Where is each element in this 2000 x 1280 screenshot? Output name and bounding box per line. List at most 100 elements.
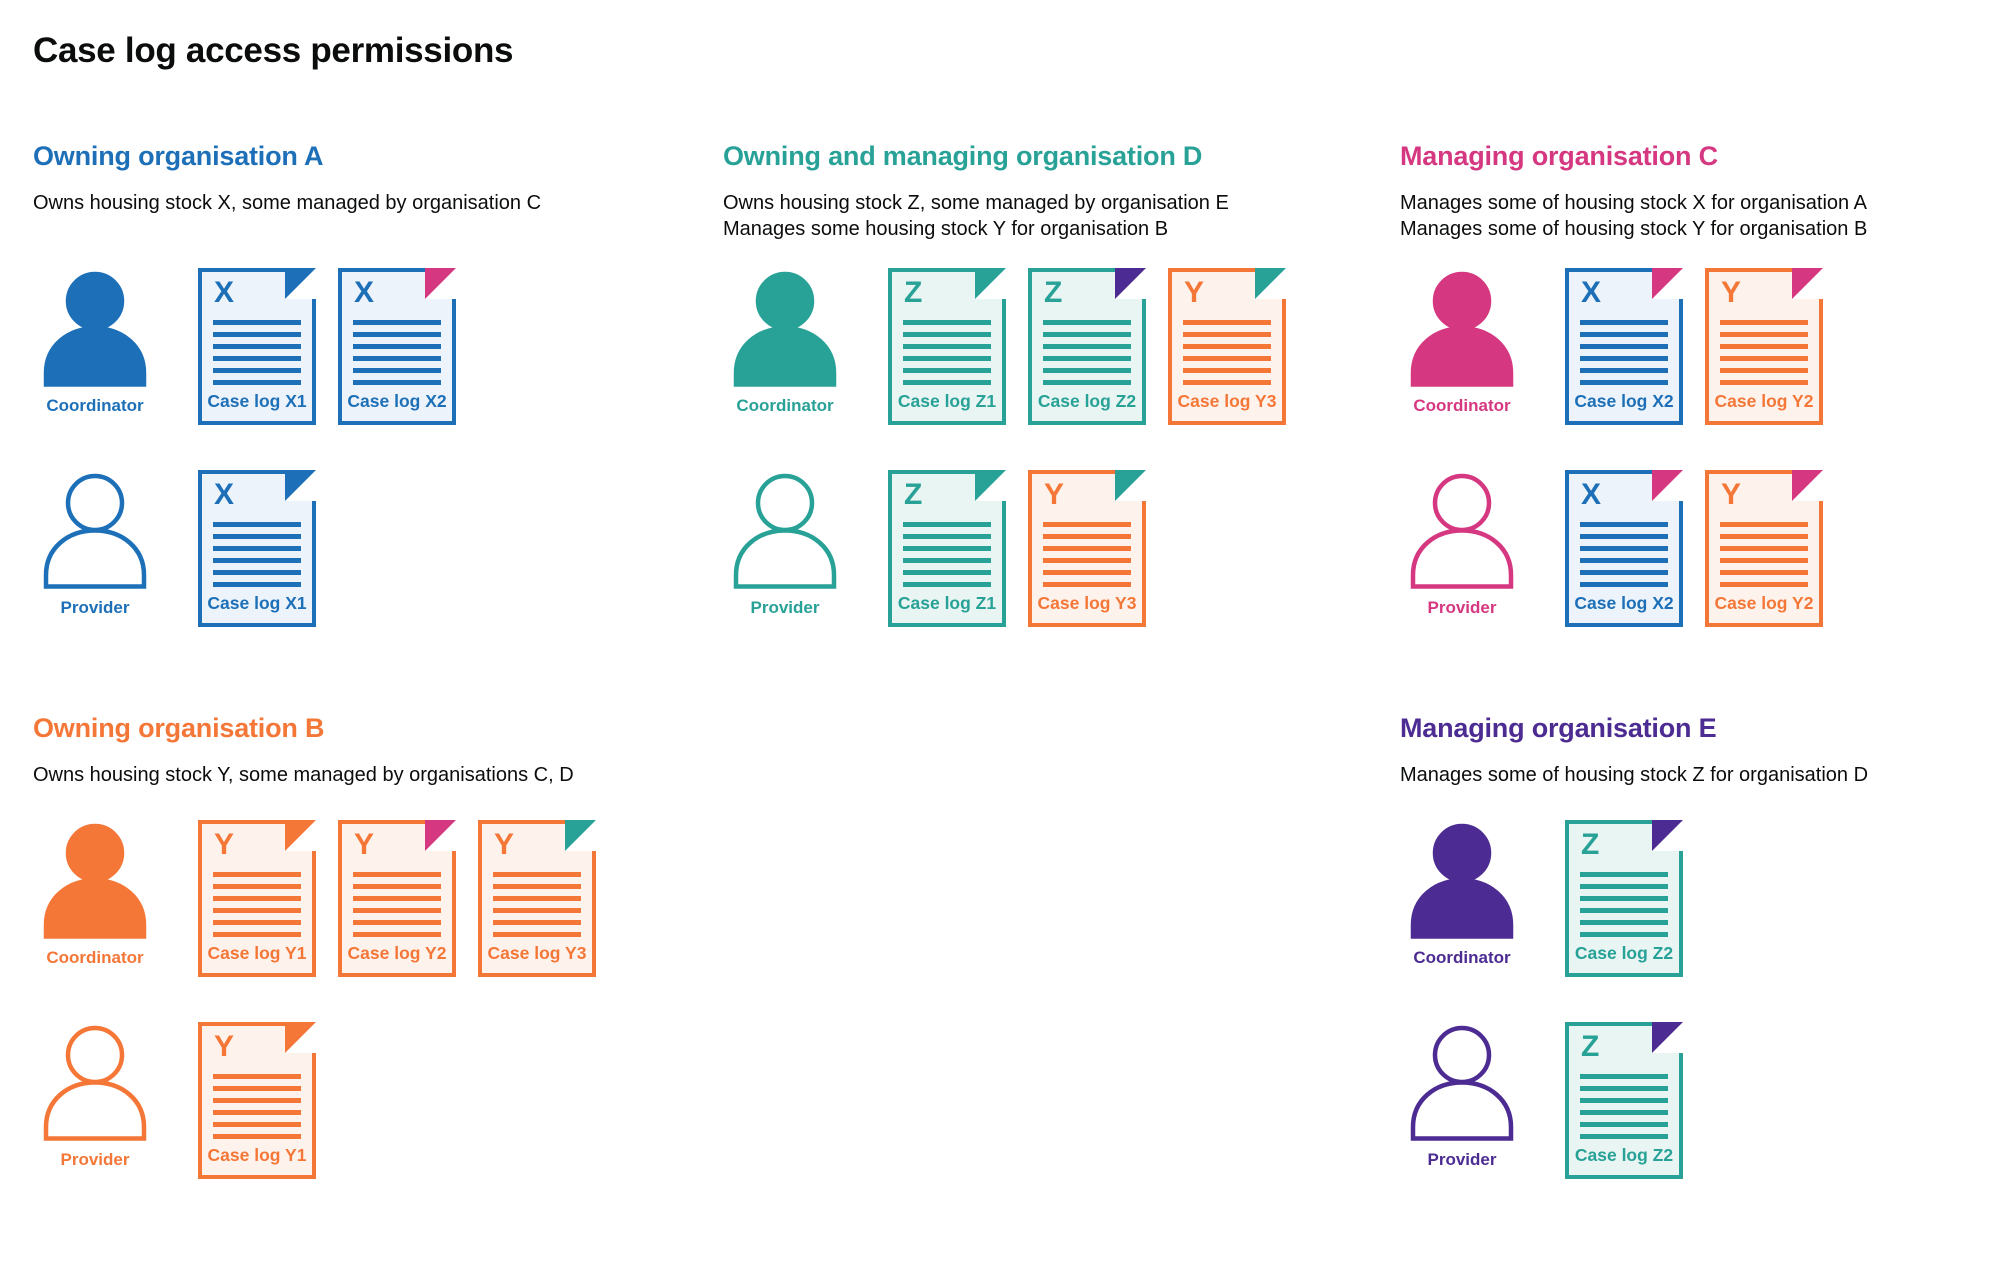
coordinator-row: Coordinator Z Case log Z1 Z Case log Z2 … bbox=[723, 268, 1363, 438]
stock-letter: Y bbox=[1044, 478, 1065, 511]
provider-row: Provider Z Case log Z1 Y Case log Y3 bbox=[723, 470, 1363, 640]
case-log-y1-document: Y Case log Y1 bbox=[198, 1022, 316, 1179]
stock-letter: Y bbox=[354, 828, 375, 861]
document-text-lines-icon bbox=[213, 522, 301, 594]
case-log-x2-document: X Case log X2 bbox=[338, 268, 456, 425]
folded-corner-icon bbox=[565, 820, 596, 851]
coordinator: Coordinator bbox=[727, 270, 843, 416]
stock-letter: Z bbox=[904, 478, 923, 511]
coordinator-person-icon bbox=[1410, 270, 1514, 387]
provider: Provider bbox=[727, 472, 843, 618]
stock-letter: X bbox=[354, 276, 375, 309]
role-label: Provider bbox=[1427, 598, 1497, 617]
case-log-x2-document: X Case log X2 bbox=[1565, 268, 1683, 425]
section-owning-organisation-a: Owning organisation A Owns housing stock… bbox=[33, 140, 673, 627]
folded-corner-icon bbox=[1115, 268, 1146, 299]
document-text-lines-icon bbox=[903, 320, 991, 392]
coordinator-case-logs: X Case log X2 Y Case log Y2 bbox=[1565, 268, 1823, 425]
document-text-lines-icon bbox=[1720, 320, 1808, 392]
coordinator-person-icon bbox=[43, 822, 147, 939]
stock-letter: X bbox=[214, 478, 235, 511]
provider: Provider bbox=[1404, 1024, 1520, 1170]
case-log-label: Case log Y2 bbox=[347, 943, 447, 963]
section-description: Owns housing stock X, some managed by or… bbox=[33, 192, 542, 214]
case-log-z2-document: Z Case log Z2 bbox=[1565, 1022, 1683, 1179]
case-log-y3-document: Y Case log Y3 bbox=[478, 820, 596, 977]
provider-case-logs: Z Case log Z2 bbox=[1565, 1022, 1683, 1179]
case-log-label: Case log Y3 bbox=[1177, 391, 1277, 411]
provider-row: Provider X Case log X1 bbox=[33, 470, 673, 640]
folded-corner-icon bbox=[1792, 470, 1823, 501]
folded-corner-icon bbox=[285, 268, 316, 299]
section-description: Manages some of housing stock Z for orga… bbox=[1400, 764, 1869, 786]
coordinator-case-logs: Z Case log Z2 bbox=[1565, 820, 1683, 977]
case-log-z1-document: Z Case log Z1 bbox=[888, 470, 1006, 627]
coordinator-row: Coordinator X Case log X1 X Case log X2 bbox=[33, 268, 673, 438]
coordinator-row: Coordinator Z Case log Z2 bbox=[1400, 820, 2000, 990]
case-log-label: Case log X1 bbox=[207, 391, 307, 411]
stock-letter: Y bbox=[1721, 276, 1742, 309]
document-text-lines-icon bbox=[903, 522, 991, 594]
folded-corner-icon bbox=[975, 268, 1006, 299]
case-log-label: Case log Y3 bbox=[1037, 593, 1137, 613]
stock-letter: Y bbox=[214, 828, 235, 861]
document-text-lines-icon bbox=[1183, 320, 1271, 392]
section-description: Manages some of housing stock X for orga… bbox=[1400, 192, 1867, 214]
role-label: Provider bbox=[60, 1150, 130, 1169]
provider-row: Provider X Case log X2 Y Case log Y2 bbox=[1400, 470, 2000, 640]
case-log-y3-document: Y Case log Y3 bbox=[1168, 268, 1286, 425]
section-description: Owns housing stock Z, some managed by or… bbox=[723, 192, 1229, 214]
case-log-label: Case log Z2 bbox=[1037, 391, 1137, 411]
case-log-label: Case log Z1 bbox=[897, 593, 997, 613]
section-owning-organisation-b: Owning organisation B Owns housing stock… bbox=[33, 712, 673, 1179]
provider: Provider bbox=[37, 472, 153, 618]
stock-letter: Z bbox=[1581, 828, 1600, 861]
coordinator-case-logs: X Case log X1 X Case log X2 bbox=[198, 268, 456, 425]
provider-row: Provider Z Case log Z2 bbox=[1400, 1022, 2000, 1192]
case-log-label: Case log Y1 bbox=[207, 943, 307, 963]
section-managing-organisation-c: Managing organisation C Manages some of … bbox=[1400, 140, 1990, 627]
coordinator: Coordinator bbox=[1404, 270, 1520, 416]
case-log-label: Case log Z2 bbox=[1574, 943, 1674, 963]
document-text-lines-icon bbox=[213, 320, 301, 392]
coordinator-case-logs: Y Case log Y1 Y Case log Y2 Y Case log Y… bbox=[198, 820, 596, 977]
role-label: Provider bbox=[750, 598, 820, 617]
document-text-lines-icon bbox=[1720, 522, 1808, 594]
folded-corner-icon bbox=[1255, 268, 1286, 299]
stock-letter: Y bbox=[1184, 276, 1205, 309]
case-log-label: Case log Y1 bbox=[207, 1145, 307, 1165]
stock-letter: Y bbox=[1721, 478, 1742, 511]
provider: Provider bbox=[37, 1024, 153, 1170]
case-log-label: Case log X2 bbox=[1574, 391, 1674, 411]
document-text-lines-icon bbox=[1043, 522, 1131, 594]
case-log-y1-document: Y Case log Y1 bbox=[198, 820, 316, 977]
stock-letter: Z bbox=[1044, 276, 1063, 309]
document-text-lines-icon bbox=[213, 872, 301, 944]
case-log-z1-document: Z Case log Z1 bbox=[888, 268, 1006, 425]
folded-corner-icon bbox=[1652, 820, 1683, 851]
folded-corner-icon bbox=[1792, 268, 1823, 299]
coordinator: Coordinator bbox=[1404, 822, 1520, 968]
section-owning-and-managing-organisation-d: Owning and managing organisation D Owns … bbox=[723, 140, 1363, 627]
coordinator: Coordinator bbox=[37, 270, 153, 416]
case-log-x1-document: X Case log X1 bbox=[198, 470, 316, 627]
coordinator-person-icon bbox=[1410, 822, 1514, 939]
provider-person-icon bbox=[1410, 472, 1514, 589]
role-label: Provider bbox=[1427, 1150, 1497, 1169]
provider-person-icon bbox=[43, 472, 147, 589]
provider-case-logs: X Case log X1 bbox=[198, 470, 316, 627]
case-log-label: Case log Y3 bbox=[487, 943, 587, 963]
folded-corner-icon bbox=[285, 470, 316, 501]
stock-letter: Z bbox=[1581, 1030, 1600, 1063]
case-log-z2-document: Z Case log Z2 bbox=[1028, 268, 1146, 425]
document-text-lines-icon bbox=[213, 1074, 301, 1146]
stock-letter: X bbox=[1581, 276, 1602, 309]
document-text-lines-icon bbox=[1580, 320, 1668, 392]
section-managing-organisation-e: Managing organisation E Manages some of … bbox=[1400, 712, 1990, 1179]
provider-person-icon bbox=[1410, 1024, 1514, 1141]
coordinator-row: Coordinator X Case log X2 Y Case log Y2 bbox=[1400, 268, 2000, 438]
section-heading: Owning organisation A bbox=[33, 141, 324, 171]
section-heading: Managing organisation C bbox=[1400, 141, 1718, 171]
section-heading: Managing organisation E bbox=[1400, 713, 1717, 743]
provider-person-icon bbox=[43, 1024, 147, 1141]
